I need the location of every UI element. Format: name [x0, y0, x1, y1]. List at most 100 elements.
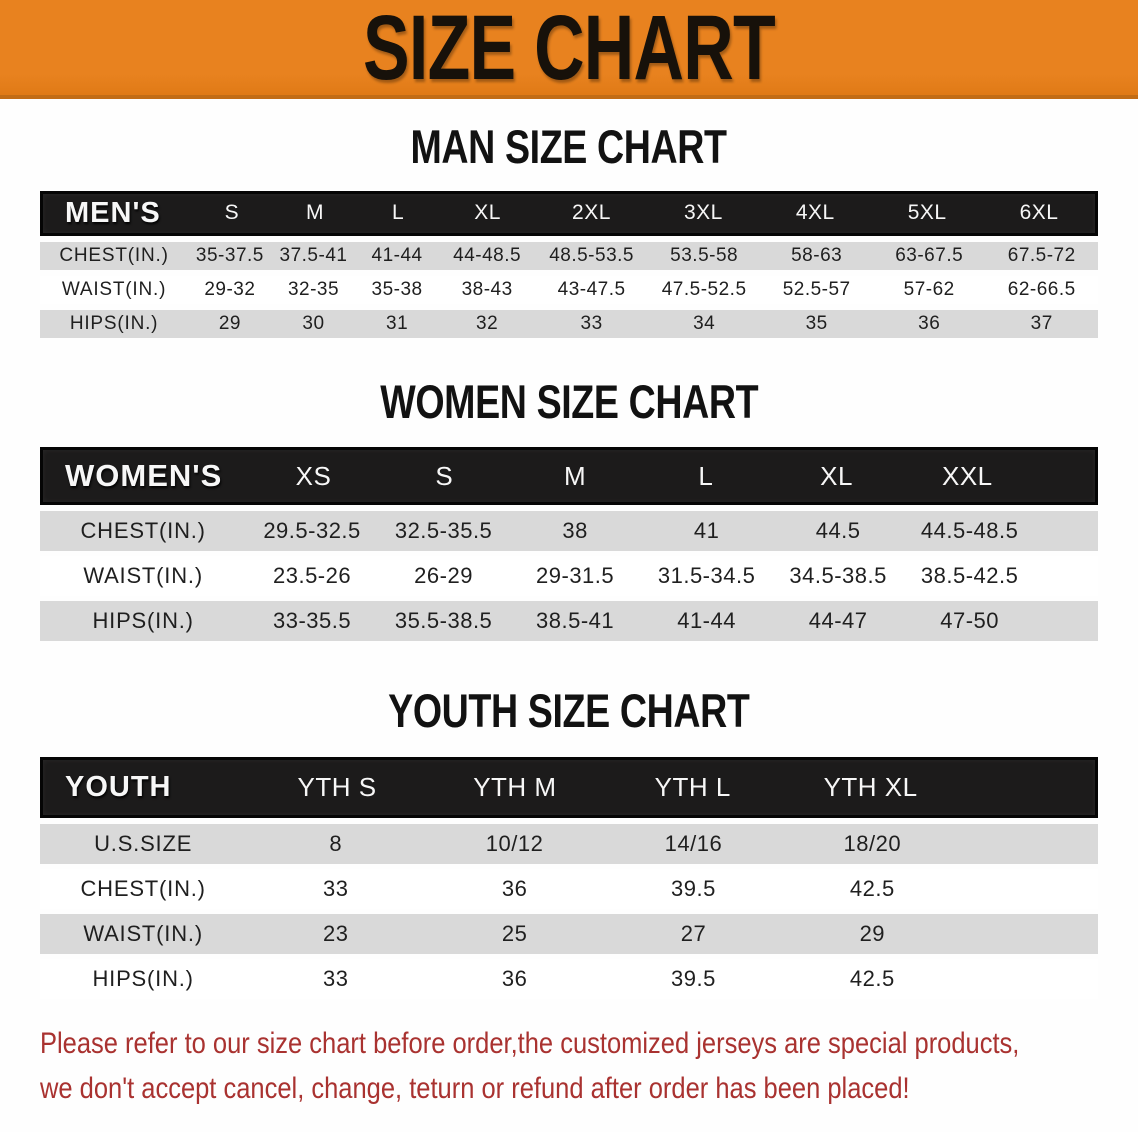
- table-header-row: YOUTH YTH S YTH M YTH L YTH XL: [40, 757, 1098, 819]
- size-value: 35-38: [371, 278, 423, 300]
- order-notice-line-1: Please refer to our size chart before or…: [40, 1021, 1100, 1066]
- size-column-header: M: [563, 460, 587, 491]
- size-value: 48.5-53.5: [549, 244, 634, 266]
- size-value: 41-44: [371, 244, 423, 266]
- size-value: 39.5: [671, 876, 716, 902]
- measurement-label: CHEST(IN.): [80, 876, 206, 902]
- measurement-label: HIPS(IN.): [69, 312, 159, 334]
- size-value: 8: [329, 831, 343, 857]
- measurement-label: HIPS(IN.): [92, 608, 194, 634]
- order-notice-line-2-text: we don't accept cancel, change, teturn o…: [40, 1072, 910, 1106]
- measurement-row: CHEST(IN.) 33 36 39.5 42.5: [40, 869, 1098, 910]
- size-value: 34.5-38.5: [789, 563, 887, 589]
- measurement-label: HIPS(IN.): [92, 966, 194, 992]
- size-value: 38-43: [461, 278, 513, 300]
- women-size-section: WOMEN SIZE CHART WOMEN'S XS S M L XL XXL CHEST(…: [0, 374, 1138, 642]
- page-title: SIZE CHART: [298, 2, 840, 94]
- size-value: 31.5-34.5: [657, 563, 756, 589]
- size-column-header: 2XL: [572, 201, 611, 225]
- size-value: 38.5-41: [536, 608, 615, 634]
- size-value: 10/12: [485, 831, 544, 857]
- size-value: 39.5: [671, 966, 716, 992]
- size-value: 42.5: [849, 966, 895, 992]
- order-notice-line-2: we don't accept cancel, change, teturn o…: [40, 1066, 1100, 1111]
- measurement-row: WAIST(IN.) 23.5-26 26-29 29-31.5 31.5-34.5 34…: [40, 556, 1098, 597]
- measurement-label: CHEST(IN.): [80, 518, 206, 544]
- size-value: 44-47: [808, 608, 868, 634]
- size-value: 57-62: [903, 278, 955, 300]
- size-column-header: 6XL: [1019, 201, 1059, 225]
- size-column-header: YTH M: [473, 772, 557, 803]
- size-column-header: 3XL: [683, 201, 723, 225]
- size-value: 52.5-57: [782, 278, 851, 300]
- women-section-heading-text: WOMEN SIZE CHART: [380, 374, 758, 428]
- size-value: 29: [218, 312, 241, 334]
- size-value: 63-67.5: [895, 244, 964, 266]
- size-value: 23: [322, 921, 349, 947]
- order-notice: Please refer to our size chart before or…: [40, 1021, 1100, 1111]
- measurement-label: WAIST(IN.): [61, 278, 167, 300]
- size-value: 33-35.5: [272, 608, 352, 634]
- men-section-heading-text: MAN SIZE CHART: [410, 120, 728, 173]
- size-value: 14/16: [664, 831, 723, 857]
- youth-section-heading: YOUTH SIZE CHART: [0, 685, 1138, 737]
- size-value: 47.5-52.5: [661, 278, 747, 300]
- size-value: 36: [501, 966, 528, 992]
- size-column-header: S: [224, 201, 240, 225]
- table-header-row: WOMEN'S XS S M L XL XXL: [40, 447, 1098, 506]
- youth-size-table: YOUTH YTH S YTH M YTH L YTH XL U.S.SIZE 8 10/12…: [40, 757, 1098, 1000]
- size-value: 36: [918, 312, 941, 334]
- size-value: 37: [1030, 312, 1053, 334]
- measurement-label: WAIST(IN.): [83, 563, 203, 589]
- size-value: 38: [562, 518, 588, 544]
- size-charts: MAN SIZE CHART MEN'S S M L XL 2XL 3XL 4XL 5XL 6XL…: [0, 121, 1138, 1000]
- size-value: 44.5-48.5: [920, 518, 1019, 544]
- measurement-row: U.S.SIZE 8 10/12 14/16 18/20: [40, 824, 1098, 865]
- table-name-label: MEN'S: [65, 196, 161, 229]
- table-name-label: YOUTH: [65, 771, 172, 804]
- order-notice-line-1-text: Please refer to our size chart before or…: [40, 1027, 1020, 1061]
- size-value: 36: [501, 876, 528, 902]
- size-value: 41-44: [677, 608, 736, 634]
- size-value: 42.5: [849, 876, 895, 902]
- measurement-row: CHEST(IN.) 29.5-32.5 32.5-35.5 38 41 44.5 44.5…: [40, 511, 1098, 552]
- men-size-table: MEN'S S M L XL 2XL 3XL 4XL 5XL 6XL CHEST(IN.) 35-37…: [40, 190, 1098, 338]
- size-value: 35-37.5: [195, 244, 264, 266]
- size-value: 44.5: [815, 518, 861, 544]
- measurement-row: WAIST(IN.) 23 25 27 29: [40, 914, 1098, 955]
- size-value: 41: [693, 518, 720, 544]
- size-value: 58-63: [791, 244, 843, 266]
- measurement-label: U.S.SIZE: [94, 831, 193, 857]
- men-size-section: MAN SIZE CHART MEN'S S M L XL 2XL 3XL 4XL 5XL 6XL…: [0, 121, 1138, 338]
- size-value: 35: [805, 312, 828, 334]
- size-value: 18/20: [843, 831, 902, 857]
- measurement-label: WAIST(IN.): [83, 921, 203, 947]
- size-value: 26-29: [414, 563, 473, 589]
- size-column-header: XL: [820, 460, 853, 491]
- table-header-row: MEN'S S M L XL 2XL 3XL 4XL 5XL 6XL: [40, 190, 1098, 236]
- size-value: 34: [693, 312, 716, 334]
- size-value: 27: [680, 921, 707, 947]
- measurement-row: HIPS(IN.) 29 30 31 32 33 34 35 36 37: [40, 309, 1098, 338]
- page-title-text: SIZE CHART: [363, 0, 776, 99]
- size-value: 30: [302, 312, 325, 334]
- size-value: 29-32: [204, 278, 256, 300]
- size-column-header: M: [305, 201, 324, 225]
- women-section-heading: WOMEN SIZE CHART: [0, 374, 1138, 428]
- table-name-label: WOMEN'S: [65, 458, 223, 494]
- youth-size-section: YOUTH SIZE CHART YOUTH YTH S YTH M YTH L YTH…: [0, 685, 1138, 1000]
- size-column-header: YTH S: [297, 772, 377, 803]
- size-value: 33: [322, 966, 349, 992]
- size-value: 32.5-35.5: [394, 518, 493, 544]
- size-value: 23.5-26: [272, 563, 352, 589]
- size-value: 29: [859, 921, 886, 947]
- measurement-row: HIPS(IN.) 33-35.5 35.5-38.5 38.5-41 41-44 44-…: [40, 601, 1098, 642]
- size-value: 37.5-41: [279, 244, 348, 266]
- size-value: 31: [386, 312, 409, 334]
- size-column-header: L: [391, 201, 405, 225]
- size-value: 29.5-32.5: [263, 518, 361, 544]
- size-column-header: XXL: [942, 460, 993, 491]
- size-column-header: 5XL: [907, 201, 947, 225]
- size-value: 35.5-38.5: [394, 608, 493, 634]
